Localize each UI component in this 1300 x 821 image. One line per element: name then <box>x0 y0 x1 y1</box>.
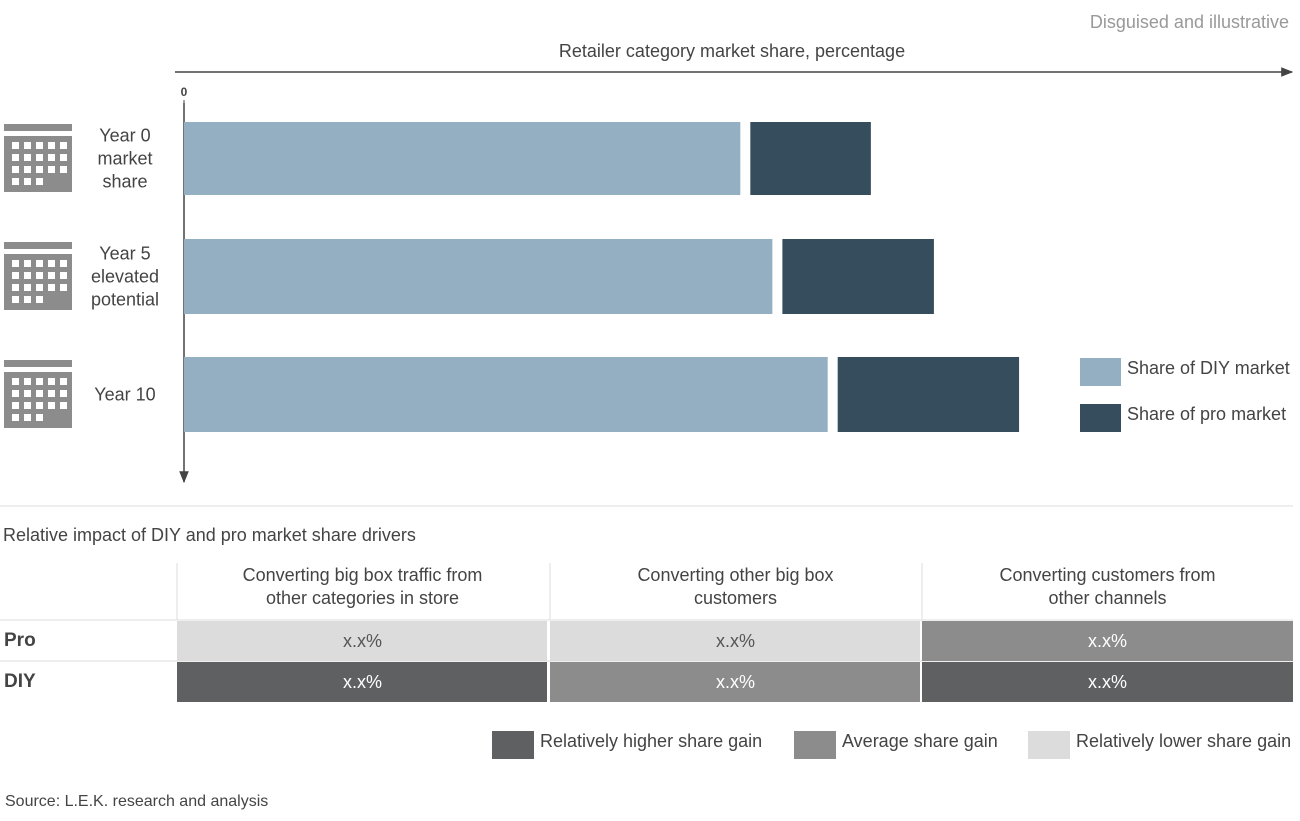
table-cell <box>922 662 1293 702</box>
calendar-icon <box>4 242 72 310</box>
cell-value: x.x% <box>1088 631 1127 651</box>
legend-swatch <box>1028 731 1070 759</box>
row-label: DIY <box>4 671 36 692</box>
cell-value: x.x% <box>1088 672 1127 692</box>
x-tick-label: 0 <box>181 85 188 99</box>
x-axis-label: Retailer category market share, percenta… <box>559 41 905 61</box>
column-header: Converting other big box customers <box>637 565 834 608</box>
category-label: Year 0 market share <box>97 125 153 191</box>
legend-swatch <box>794 731 836 759</box>
bar-segment <box>782 239 934 314</box>
row-label: Pro <box>4 630 36 651</box>
bar-segment <box>837 357 1020 432</box>
table-cell <box>177 621 547 661</box>
table-title: Relative impact of DIY and pro market sh… <box>3 525 416 545</box>
cell-value: x.x% <box>716 672 755 692</box>
table-cell <box>550 662 920 702</box>
legend-label: Average share gain <box>842 731 998 751</box>
legend-label: Relatively lower share gain <box>1076 731 1291 751</box>
bar-segment <box>184 357 828 432</box>
column-header: Converting customers from other channels <box>999 565 1216 608</box>
column-header: Converting big box traffic from other ca… <box>242 565 483 608</box>
calendar-icon <box>4 360 72 428</box>
table-cell <box>922 621 1293 661</box>
category-label: Year 5 elevated potential <box>90 243 160 309</box>
cell-value: x.x% <box>343 672 382 692</box>
note: Disguised and illustrative <box>1090 12 1289 32</box>
category-label: Year 10 <box>94 384 156 404</box>
bar-segment <box>184 122 741 195</box>
calendar-icon <box>4 124 72 192</box>
legend-label: Share of DIY market <box>1127 358 1290 378</box>
table-cell <box>550 621 920 661</box>
legend-label: Relatively higher share gain <box>540 731 762 751</box>
legend-swatch <box>1080 358 1121 386</box>
legend-swatch <box>492 731 534 759</box>
cell-value: x.x% <box>716 631 755 651</box>
bar-segment <box>750 122 871 195</box>
legend-label: Share of pro market <box>1127 404 1286 424</box>
source: Source: L.E.K. research and analysis <box>5 793 268 810</box>
cell-value: x.x% <box>343 631 382 651</box>
bar-segment <box>184 239 773 314</box>
table-cell <box>177 662 547 702</box>
legend-swatch <box>1080 404 1121 432</box>
